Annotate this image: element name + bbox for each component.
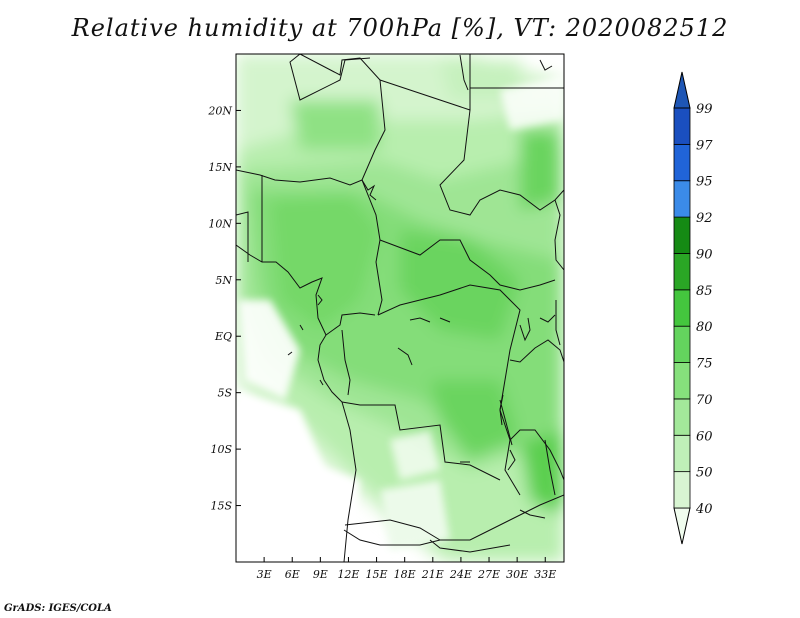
x-tick-label: 33E	[534, 568, 556, 581]
y-axis: 20N 15N 10N 5N EQ 5S 10S 15S	[207, 104, 241, 513]
y-tick-label: 10N	[208, 217, 232, 230]
colorbar-label: 80	[696, 320, 713, 335]
colorbar-label: 95	[696, 175, 713, 190]
colorbar-label: 92	[696, 211, 713, 226]
x-tick-label: 12E	[337, 568, 359, 581]
colorbar-segment	[673, 216, 691, 254]
colorbar: 40 50 60 70 75 80 85 90 92 95 97 99	[673, 71, 713, 545]
colorbar-label: 50	[696, 466, 713, 481]
y-tick-label: EQ	[214, 330, 232, 343]
grads-credit: GrADS: IGES/COLA	[4, 603, 112, 614]
colorbar-label: 99	[696, 102, 713, 117]
colorbar-upper-arrow	[673, 71, 691, 109]
y-tick-label: 5S	[217, 387, 232, 400]
x-tick-label: 30E	[506, 568, 528, 581]
y-tick-label: 15S	[210, 500, 232, 513]
colorbar-segment	[673, 289, 691, 327]
x-tick-label: 3E	[257, 568, 272, 581]
colorbar-segment	[673, 325, 691, 363]
colorbar-label: 75	[696, 357, 713, 372]
y-tick-label: 15N	[208, 161, 232, 174]
colorbar-label: 70	[696, 393, 713, 408]
colorbar-label: 60	[696, 429, 713, 444]
colorbar-segment	[673, 143, 691, 182]
x-tick-label: 24E	[449, 568, 472, 581]
humidity-field	[236, 54, 564, 562]
country-borders	[236, 54, 564, 562]
y-tick-label: 5N	[215, 274, 232, 287]
colorbar-segment	[673, 253, 691, 291]
y-tick-label: 20N	[207, 104, 232, 117]
colorbar-lower-arrow	[673, 507, 691, 545]
x-tick-label: 21E	[421, 568, 444, 581]
colorbar-label: 40	[695, 502, 713, 517]
map-title: Relative humidity at 700hPa [%], VT: 202…	[71, 14, 729, 42]
colorbar-segment	[673, 398, 691, 436]
x-tick-label: 27E	[477, 568, 500, 581]
lakes-coastlines	[287, 179, 556, 496]
colorbar-label: 85	[696, 284, 713, 299]
colorbar-segment	[673, 471, 691, 509]
plot-frame	[235, 53, 565, 563]
colorbar-segment	[673, 362, 691, 400]
colorbar-segment	[673, 180, 691, 218]
colorbar-label: 90	[696, 247, 713, 262]
x-tick-label: 18E	[394, 568, 416, 581]
x-tick-label: 9E	[313, 568, 328, 581]
colorbar-label: 97	[696, 138, 713, 153]
x-tick-label: 6E	[285, 568, 300, 581]
colorbar-segment	[673, 107, 691, 145]
x-tick-label: 15E	[366, 568, 388, 581]
y-tick-label: 10S	[210, 443, 232, 456]
x-axis: 3E 6E 9E 12E 15E 18E 21E 24E 27E 30E 33E	[257, 557, 556, 581]
colorbar-segment	[673, 434, 691, 473]
